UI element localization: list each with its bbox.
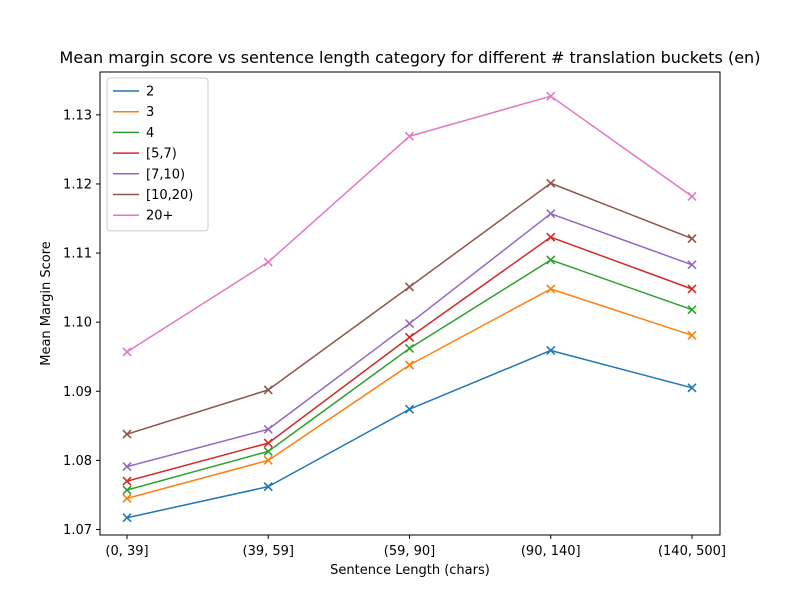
data-point [687, 383, 697, 393]
x-axis-title: Sentence Length (chars) [330, 563, 490, 578]
legend-item: [5,7) [113, 147, 177, 162]
legend-label: 3 [146, 105, 154, 120]
data-point [687, 330, 697, 340]
legend-label: 20+ [146, 209, 173, 224]
data-point [687, 284, 697, 294]
data-point [122, 485, 132, 495]
data-point [122, 429, 132, 439]
y-tick-label: 1.12 [63, 177, 92, 192]
series-6 [122, 91, 697, 357]
data-point [122, 513, 132, 523]
data-point [122, 462, 132, 472]
legend-item: 20+ [113, 209, 173, 224]
data-point [404, 404, 415, 414]
data-point [687, 305, 697, 315]
data-point [263, 482, 273, 492]
legend-label: 4 [146, 126, 154, 141]
series-1 [122, 284, 697, 503]
series-0 [122, 345, 697, 523]
series-3 [122, 232, 697, 486]
legend-item: [10,20) [113, 188, 193, 203]
data-point [263, 257, 273, 267]
legend-label: 2 [146, 85, 154, 100]
data-point [546, 178, 556, 188]
chart-title: Mean margin score vs sentence length cat… [60, 48, 761, 67]
y-tick-label: 1.08 [63, 454, 92, 469]
data-point [263, 455, 273, 465]
data-point [122, 347, 132, 357]
data-point [404, 282, 415, 292]
x-tick-label: (39, 59] [243, 544, 295, 559]
data-point [546, 91, 556, 101]
x-tick-label: (0, 39] [105, 544, 148, 559]
data-point [122, 493, 132, 503]
y-tick-label: 1.10 [63, 316, 92, 331]
series-2 [122, 255, 697, 495]
legend-item: 2 [113, 85, 154, 100]
legend-label: [10,20) [146, 188, 193, 203]
data-point [687, 260, 697, 270]
legend-item: 3 [113, 105, 154, 120]
data-point [546, 209, 556, 219]
series-layer [122, 91, 697, 523]
data-point [546, 284, 556, 294]
series-line [126, 349, 693, 519]
data-point [546, 345, 556, 356]
series-4 [122, 209, 697, 472]
y-tick-label: 1.13 [63, 108, 92, 123]
y-tick-label: 1.09 [63, 385, 92, 400]
series-line [126, 182, 693, 435]
x-tick-label: (59, 90] [384, 544, 436, 559]
data-point [263, 424, 273, 434]
data-point [122, 476, 132, 486]
data-point [404, 360, 415, 370]
data-point [263, 385, 273, 395]
x-axis: (0, 39] (39, 59] (59, 90] (90, 140] (140, 50… [105, 535, 726, 559]
data-point [687, 191, 697, 201]
data-point [404, 318, 415, 329]
data-point [404, 131, 415, 141]
y-axis: 1.07 1.08 1.09 1.10 1.11 1.12 1.13 [63, 108, 100, 538]
x-tick-label: (140, 500] [658, 544, 726, 559]
legend-box [106, 77, 209, 232]
y-axis-title: Mean Margin Score [39, 241, 54, 366]
series-line [126, 259, 693, 491]
series-5 [122, 178, 697, 439]
data-point [404, 332, 415, 342]
series-line [126, 95, 693, 353]
data-point [687, 233, 697, 244]
data-point [263, 446, 273, 456]
data-point [546, 255, 556, 265]
legend-label: [5,7) [146, 147, 177, 162]
legend-label: [7,10) [146, 167, 185, 182]
data-point [404, 343, 415, 353]
data-point [546, 232, 556, 242]
y-tick-label: 1.07 [63, 523, 92, 538]
data-point [263, 438, 273, 448]
legend-item: [7,10) [113, 167, 185, 182]
x-tick-label: (90, 140] [521, 544, 581, 559]
series-line [126, 212, 693, 468]
legend: 2 3 4 [5,7) [7,10) [10,20) 20+ [106, 77, 209, 232]
y-tick-label: 1.11 [63, 247, 92, 262]
legend-item: 4 [113, 126, 154, 141]
